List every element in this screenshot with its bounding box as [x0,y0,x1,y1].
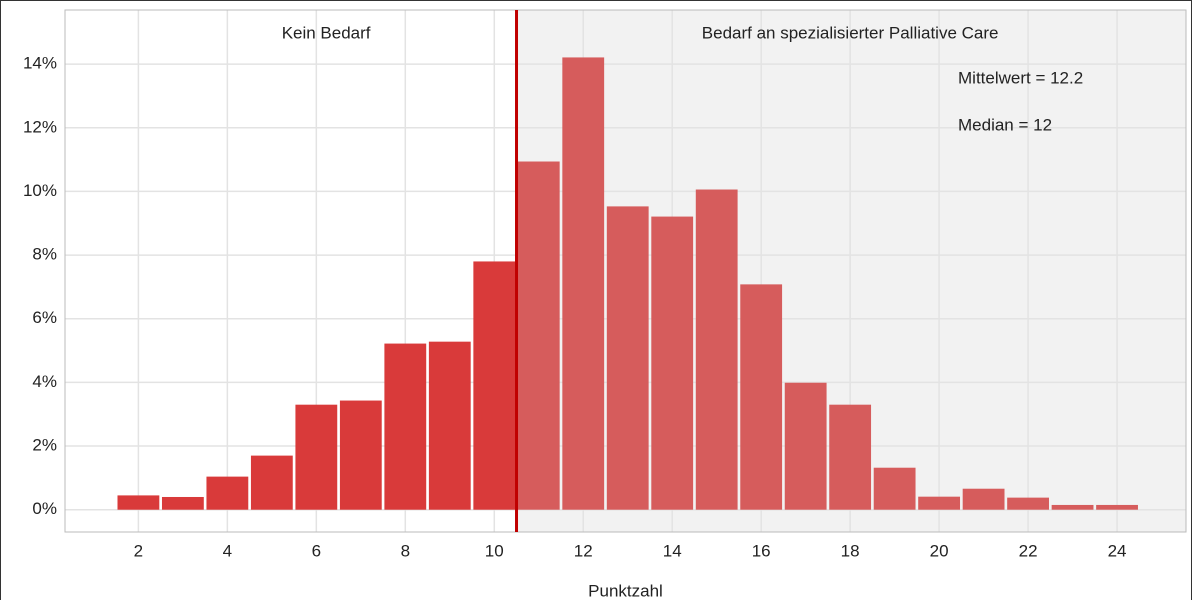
bar [740,284,783,510]
y-tick-label: 12% [23,117,57,136]
bar [250,455,293,510]
y-tick-label: 2% [32,436,57,455]
bar [784,382,827,510]
x-tick-label: 24 [1108,541,1127,560]
annotation: Mittelwert = 12.2 [958,68,1083,87]
y-tick-label: 4% [32,372,57,391]
bar [517,161,560,510]
bar [206,476,249,510]
y-tick-label: 8% [32,245,57,264]
region-label: Bedarf an spezialisierter Palliative Car… [702,23,999,42]
bar [1096,504,1138,510]
region-label: Kein Bedarf [282,23,371,42]
bar [695,189,738,510]
bar [428,341,471,510]
y-tick-label: 6% [32,308,57,327]
bar [962,488,1005,510]
x-tick-label: 22 [1019,541,1038,560]
x-tick-label: 20 [930,541,949,560]
x-tick-label: 4 [223,541,232,560]
x-tick-label: 2 [134,541,143,560]
bar [873,467,916,510]
bar [651,216,694,510]
y-tick-label: 10% [23,181,57,200]
bar [161,496,204,510]
bar [918,496,961,510]
bar [295,404,338,510]
x-tick-label: 8 [401,541,410,560]
x-tick-label: 12 [574,541,593,560]
plot-border [64,9,1187,533]
bar [829,404,872,510]
bar [562,57,605,510]
x-tick-label: 10 [485,541,504,560]
x-tick-label: 18 [841,541,860,560]
bar [117,495,160,510]
bar [1007,497,1049,510]
annotation: Median = 12 [958,115,1052,134]
x-tick-label: 16 [752,541,771,560]
x-tick-label: 14 [663,541,682,560]
bar [473,261,516,510]
x-axis-label: Punktzahl [588,581,663,600]
bar [384,343,427,510]
y-tick-label: 14% [23,54,57,73]
bar [1051,504,1094,510]
x-tick-label: 6 [312,541,321,560]
bar [606,206,649,510]
bar [339,400,382,510]
y-tick-label: 0% [32,499,57,518]
